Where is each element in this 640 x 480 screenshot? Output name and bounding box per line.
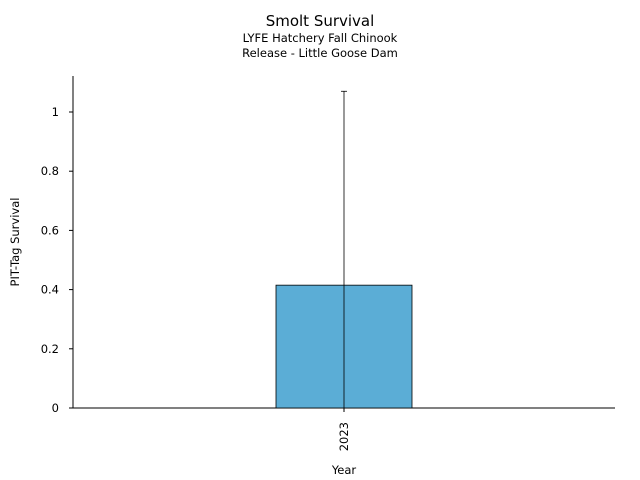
x-axis-label: Year <box>331 463 357 477</box>
y-tick-label: 0.6 <box>41 223 59 237</box>
y-tick-label: 0.4 <box>41 283 59 297</box>
y-tick-label: 0.8 <box>41 164 59 178</box>
x-tick-label: 2023 <box>337 422 351 451</box>
axis-labels: Year PIT-Tag Survival <box>8 198 356 477</box>
y-tick-label: 0.2 <box>41 342 59 356</box>
y-tick-label: 1 <box>52 105 59 119</box>
chart-subtitle-line-1: LYFE Hatchery Fall Chinook <box>242 31 398 45</box>
y-tick-label: 0 <box>52 401 59 415</box>
y-axis-label: PIT-Tag Survival <box>8 198 22 287</box>
bars <box>275 90 413 409</box>
ticks: 0 0.2 0.4 0.6 0.8 1 2023 <box>41 105 351 451</box>
chart-subtitle-line-2: Release - Little Goose Dam <box>242 46 398 60</box>
chart-title: Smolt Survival <box>265 12 375 30</box>
